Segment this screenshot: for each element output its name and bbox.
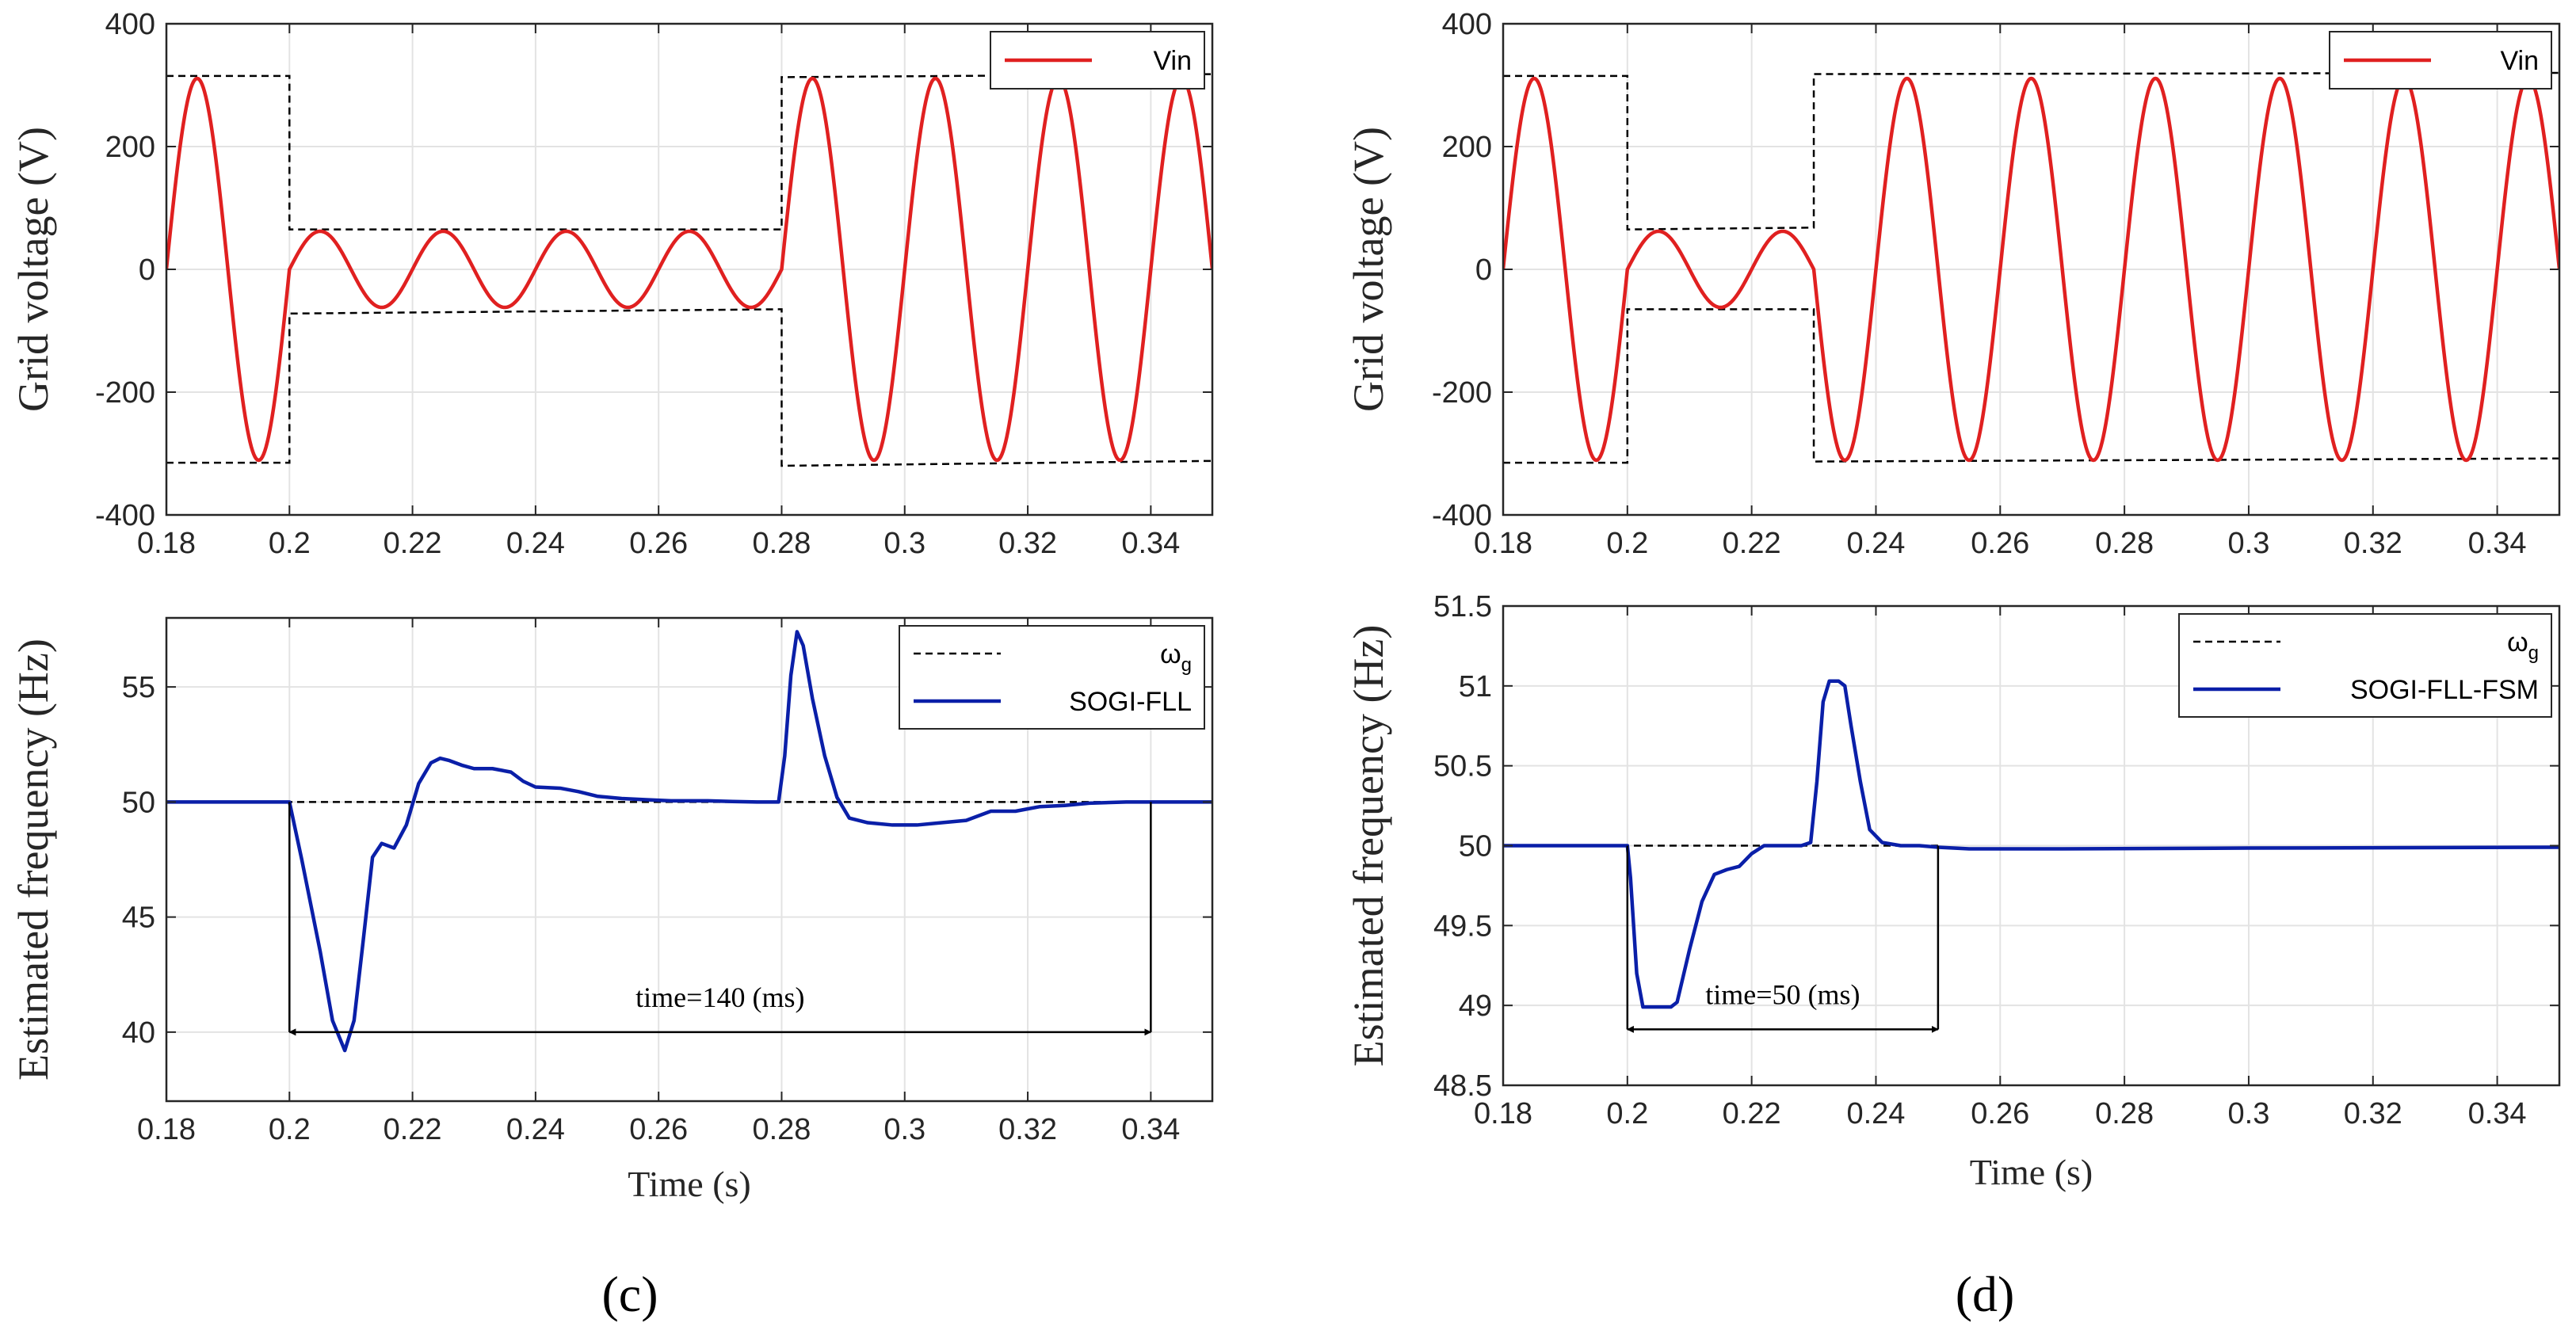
x-axis-label: Time (s) (1970, 1152, 2093, 1192)
annotation-label: time=50 (ms) (1705, 978, 1860, 1010)
x-tick-label: 0.26 (1971, 527, 2029, 560)
panel-label-c: (c) (601, 1266, 658, 1322)
x-tick-label: 0.22 (1723, 527, 1781, 560)
y-tick-label: 0 (1475, 253, 1492, 287)
y-tick-label: 0 (139, 253, 155, 287)
data-layer (166, 73, 1212, 467)
y-tick-label: 48.5 (1433, 1069, 1492, 1103)
panel-label-d: (d) (1956, 1266, 2015, 1322)
chart-c-bottom: time=140 (ms) 0.18 0.2 0.22 0.24 0.26 0.28 0.3 0… (10, 616, 1214, 1204)
x-tick-label: 0.28 (2095, 1097, 2154, 1130)
data-layer (1503, 71, 2559, 464)
x-tick-label: 0.2 (1606, 527, 1648, 560)
y-tick-label: -200 (1432, 376, 1492, 410)
y-tick-label: 49.5 (1433, 909, 1492, 943)
x-tick-label: 0.34 (1121, 527, 1180, 560)
x-tick-label: 0.34 (2468, 527, 2527, 560)
y-tick-label: -400 (1432, 499, 1492, 532)
x-tick-label: 0.2 (269, 1113, 311, 1146)
chart-c-top: 0.18 0.2 0.22 0.24 0.26 0.28 0.3 0.32 0.34 -400 -2… (10, 8, 1214, 560)
y-tick-label: 200 (105, 131, 155, 164)
y-tick-label: 51.5 (1433, 590, 1492, 623)
y-axis-label: Grid voltage (V) (1345, 127, 1392, 412)
legend: Vin (2329, 31, 2552, 90)
y-axis-label: Grid voltage (V) (10, 127, 57, 412)
legend: Vin (990, 31, 1205, 90)
legend-box (899, 625, 1205, 730)
envelope-lower-line (1503, 308, 2559, 464)
legend-label: SOGI-FLL (1069, 687, 1192, 717)
legend-label: Vin (2500, 46, 2539, 76)
x-tick-label: 0.3 (2228, 1097, 2270, 1130)
x-tick-label: 0.24 (1846, 527, 1905, 560)
x-tick-label: 0.24 (1846, 1097, 1905, 1130)
envelope-upper-line (166, 73, 1212, 231)
x-tick-label: 0.3 (2228, 527, 2270, 560)
x-tick-label: 0.18 (137, 527, 196, 560)
x-tick-label: 0.28 (752, 1113, 811, 1146)
x-tick-label: 0.28 (2095, 527, 2154, 560)
x-tick-label: 0.26 (629, 1113, 688, 1146)
chart-d-bottom: time=50 (ms) 0.18 0.2 0.22 0.24 0.26 0.28 0.3 0.… (1345, 590, 2561, 1192)
x-tick-label: 0.26 (629, 527, 688, 560)
x-tick-label: 0.34 (1121, 1113, 1180, 1146)
series-line-sogi-fll (166, 630, 1212, 1053)
y-tick-label: 400 (105, 8, 155, 41)
x-tick-label: 0.32 (998, 1113, 1057, 1146)
y-axis-label: Estimated frequency (Hz) (1345, 625, 1392, 1067)
y-tick-label: 200 (1442, 131, 1492, 164)
y-tick-label: 49 (1459, 989, 1492, 1023)
x-tick-label: 0.22 (1723, 1097, 1781, 1130)
x-tick-label: 0.32 (998, 527, 1057, 560)
axes-frame (165, 616, 1214, 1103)
series-line-sogi-fll-fsm (1503, 679, 2559, 1009)
x-tick-label: 0.18 (1474, 1097, 1532, 1130)
series-line-vin (1503, 76, 2559, 463)
y-tick-label: 50 (122, 786, 155, 819)
y-tick-label: 55 (122, 671, 155, 704)
x-tick-label: 0.24 (506, 1113, 565, 1146)
y-tick-label: -200 (95, 376, 155, 410)
y-tick-label: 40 (122, 1016, 155, 1050)
x-axis-label: Time (s) (628, 1164, 751, 1204)
data-layer (166, 630, 1212, 1053)
x-tick-label: 0.32 (2344, 1097, 2402, 1130)
y-axis-label: Estimated frequency (Hz) (10, 639, 57, 1081)
envelope-upper-line (1503, 71, 2559, 231)
series-line-vin (166, 76, 1212, 463)
y-tick-label: -400 (95, 499, 155, 532)
y-tick-label: 400 (1442, 8, 1492, 41)
x-tick-label: 0.28 (752, 527, 811, 560)
x-tick-label: 0.22 (384, 527, 442, 560)
legend-box (2178, 613, 2552, 718)
x-tick-label: 0.2 (269, 527, 311, 560)
x-tick-label: 0.34 (2468, 1097, 2527, 1130)
chart-d-top: 0.18 0.2 0.22 0.24 0.26 0.28 0.3 0.32 0.34 -400 -2… (1345, 8, 2561, 560)
x-tick-label: 0.26 (1971, 1097, 2029, 1130)
annotation-label: time=140 (ms) (635, 982, 804, 1013)
x-tick-label: 0.3 (883, 1113, 925, 1146)
x-tick-label: 0.22 (384, 1113, 442, 1146)
x-tick-label: 0.18 (1474, 527, 1532, 560)
envelope-lower-line (166, 308, 1212, 467)
y-tick-label: 51 (1459, 670, 1492, 703)
x-tick-label: 0.3 (883, 527, 925, 560)
x-tick-label: 0.2 (1606, 1097, 1648, 1130)
x-tick-label: 0.24 (506, 527, 565, 560)
data-layer (1503, 679, 2559, 1009)
y-tick-label: 50 (1459, 830, 1492, 863)
x-tick-label: 0.32 (2344, 527, 2402, 560)
y-tick-label: 50.5 (1433, 750, 1492, 783)
legend-label: Vin (1153, 46, 1192, 76)
x-tick-label: 0.18 (137, 1113, 196, 1146)
legend-label: SOGI-FLL-FSM (2350, 675, 2539, 705)
y-tick-label: 45 (122, 902, 155, 935)
